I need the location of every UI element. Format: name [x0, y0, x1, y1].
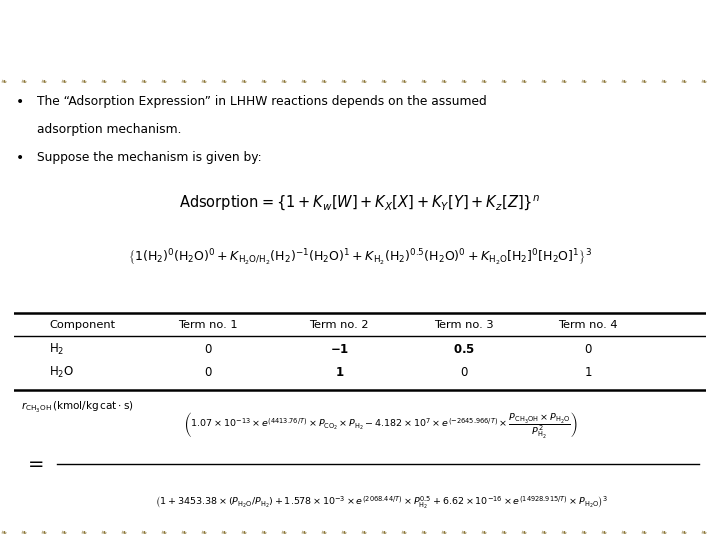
Text: $\left\{1(\mathrm{H_2})^0(\mathrm{H_2O})^0 + K_{\mathrm{H_2O/H_2}}(\mathrm{H_2}): $\left\{1(\mathrm{H_2})^0(\mathrm{H_2O})…: [128, 247, 592, 267]
Text: ❧: ❧: [20, 528, 27, 537]
Text: 0: 0: [204, 366, 212, 379]
Text: ❧: ❧: [400, 528, 407, 537]
Text: ❧: ❧: [521, 528, 527, 537]
Text: Term no. 3: Term no. 3: [434, 320, 493, 330]
Text: Term no. 1: Term no. 1: [178, 320, 238, 330]
Text: $\left(1.07 \times 10^{-13} \times e^{(4413.76/T)} \times P_{\mathrm{CO_2}} \tim: $\left(1.07 \times 10^{-13} \times e^{(4…: [184, 410, 578, 440]
Text: ❧: ❧: [600, 528, 607, 537]
Text: ❧: ❧: [521, 77, 527, 86]
Text: ❧: ❧: [100, 528, 107, 537]
Text: ❧: ❧: [701, 528, 707, 537]
Text: ❧: ❧: [680, 528, 687, 537]
Text: ❧: ❧: [341, 528, 347, 537]
Text: ❧: ❧: [460, 77, 467, 86]
Text: ❧: ❧: [560, 77, 567, 86]
Text: ❧: ❧: [240, 528, 247, 537]
Text: ❧: ❧: [380, 77, 387, 86]
Text: $\mathrm{Adsorption} = \left\{1 + K_w[W] + K_X[X] + K_Y[Y] + K_z[Z]\right\}^n$: $\mathrm{Adsorption} = \left\{1 + K_w[W]…: [179, 194, 541, 213]
Text: $\left(1 + 3453.38 \times (P_{\mathrm{H_2O}}/P_{\mathrm{H_2}}) + 1.578 \times 10: $\left(1 + 3453.38 \times (P_{\mathrm{H_…: [155, 495, 608, 511]
Text: ❧: ❧: [60, 528, 67, 537]
Text: ❧: ❧: [500, 528, 507, 537]
Text: ❧: ❧: [161, 528, 167, 537]
Text: ❧: ❧: [480, 528, 487, 537]
Text: ❧: ❧: [300, 77, 307, 86]
Text: ❧: ❧: [220, 77, 227, 86]
Text: ❧: ❧: [420, 77, 427, 86]
Text: ❧: ❧: [60, 77, 67, 86]
Text: ❧: ❧: [81, 77, 87, 86]
Text: Suppose the mechanism is given by:: Suppose the mechanism is given by:: [37, 151, 262, 165]
Text: ❧: ❧: [560, 528, 567, 537]
Text: ❧: ❧: [181, 77, 186, 86]
Text: ❧: ❧: [441, 528, 447, 537]
Text: ❧: ❧: [680, 77, 687, 86]
Text: ❧: ❧: [480, 77, 487, 86]
Text: Component: Component: [49, 320, 115, 330]
Text: ❧: ❧: [341, 77, 347, 86]
Text: 1: 1: [585, 366, 592, 379]
Text: ❧: ❧: [660, 77, 667, 86]
Text: •: •: [16, 96, 24, 110]
Text: ❧: ❧: [621, 528, 627, 537]
Text: $\mathbf{0.5}$: $\mathbf{0.5}$: [453, 343, 474, 356]
Text: ❧: ❧: [1, 528, 6, 537]
Text: ❧: ❧: [701, 77, 707, 86]
Text: ❧: ❧: [660, 528, 667, 537]
Text: $\mathrm{H_2O}$: $\mathrm{H_2O}$: [49, 364, 74, 380]
Text: ❧: ❧: [460, 528, 467, 537]
Text: ❧: ❧: [261, 77, 267, 86]
Text: ❧: ❧: [120, 77, 127, 86]
Text: ❧: ❧: [161, 77, 167, 86]
Text: ❧: ❧: [361, 528, 366, 537]
Text: $\mathbf{1}$: $\mathbf{1}$: [335, 366, 344, 379]
Text: ❧: ❧: [380, 528, 387, 537]
Text: •: •: [16, 151, 24, 165]
Text: Term no. 4: Term no. 4: [558, 320, 618, 330]
Text: ❧: ❧: [100, 77, 107, 86]
Text: ❧: ❧: [541, 528, 546, 537]
Text: ❧: ❧: [140, 528, 147, 537]
Text: 0: 0: [204, 343, 212, 356]
Text: 0: 0: [585, 343, 592, 356]
Text: ❧: ❧: [580, 528, 587, 537]
Text: ❧: ❧: [320, 77, 327, 86]
Text: ❧: ❧: [280, 528, 287, 537]
Text: ❧: ❧: [40, 528, 47, 537]
Text: ❧: ❧: [640, 528, 647, 537]
Text: Term no. 2: Term no. 2: [310, 320, 369, 330]
Text: $\mathrm{H_2}$: $\mathrm{H_2}$: [49, 342, 64, 357]
Text: ❧: ❧: [300, 528, 307, 537]
Text: ❧: ❧: [261, 528, 267, 537]
Text: $r_{\mathrm{CH_3OH}}\,\mathrm{(kmol/kg\,cat \cdot s)}$: $r_{\mathrm{CH_3OH}}\,\mathrm{(kmol/kg\,…: [22, 400, 134, 415]
Text: ❧: ❧: [500, 77, 507, 86]
Text: ❧: ❧: [181, 528, 186, 537]
Text: adsorption mechanism.: adsorption mechanism.: [37, 123, 182, 136]
Text: =: =: [28, 455, 45, 474]
Text: ❧: ❧: [621, 77, 627, 86]
Text: 0: 0: [460, 366, 467, 379]
Text: ❧: ❧: [40, 77, 47, 86]
Text: ❧: ❧: [140, 77, 147, 86]
Text: $\mathbf{-1}$: $\mathbf{-1}$: [330, 343, 349, 356]
Text: ❧: ❧: [580, 77, 587, 86]
Text: ❧: ❧: [400, 77, 407, 86]
Text: ❧: ❧: [120, 528, 127, 537]
Text: The Adsorption Expression: The Adsorption Expression: [104, 24, 501, 50]
Text: ❧: ❧: [1, 77, 6, 86]
Text: ❧: ❧: [240, 77, 247, 86]
Text: ❧: ❧: [640, 77, 647, 86]
Text: ❧: ❧: [541, 77, 546, 86]
Text: ❧: ❧: [441, 77, 447, 86]
Text: ❧: ❧: [320, 528, 327, 537]
Text: ❧: ❧: [200, 77, 207, 86]
Text: ❧: ❧: [600, 77, 607, 86]
Text: ❧: ❧: [280, 77, 287, 86]
Text: ❧: ❧: [81, 528, 87, 537]
Text: ❧: ❧: [361, 77, 366, 86]
Text: ❧: ❧: [20, 77, 27, 86]
Text: The “Adsorption Expression” in LHHW reactions depends on the assumed: The “Adsorption Expression” in LHHW reac…: [37, 96, 487, 109]
Text: ❧: ❧: [420, 528, 427, 537]
Text: ❧: ❧: [220, 528, 227, 537]
Text: ❧: ❧: [200, 528, 207, 537]
